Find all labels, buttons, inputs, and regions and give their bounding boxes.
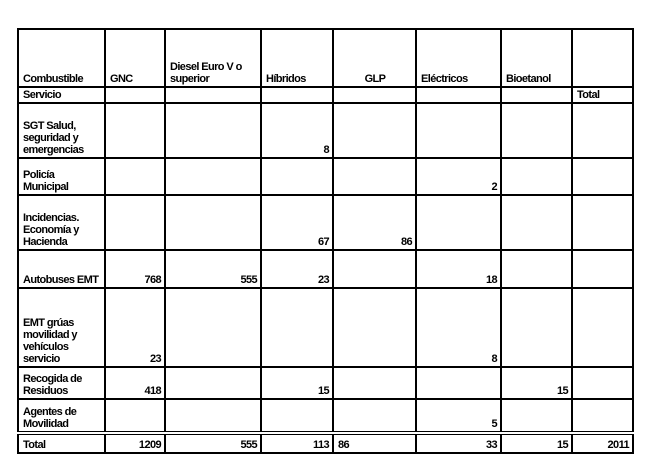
row-label: Combustible (17, 28, 106, 88)
table-cell (164, 366, 262, 400)
table-cell (415, 86, 502, 104)
table-cell (164, 157, 262, 196)
row-label: Total (17, 431, 106, 454)
table-row: Incidencias. Economía y Hacienda 67 86 (17, 194, 634, 251)
table-cell (332, 86, 417, 104)
table-cell (500, 157, 573, 196)
table-cell: Híbridos (260, 28, 334, 88)
table-cell: 15 (500, 431, 573, 454)
table-cell (500, 287, 573, 368)
table-row: EMT grúas movilidad y vehículos servicio… (17, 287, 634, 368)
row-label: Recogida de Residuos (17, 366, 106, 400)
table-cell: GNC (104, 28, 166, 88)
table-cell: 8 (260, 102, 334, 159)
table-cell (571, 287, 634, 368)
table-cell (571, 102, 634, 159)
table-cell: 18 (415, 249, 502, 289)
table-row: Autobuses EMT 768 555 23 18 (17, 249, 634, 289)
table-row: Servicio Total (17, 86, 634, 104)
table-cell (332, 249, 417, 289)
table-row: Agentes de Movilidad 5 (17, 398, 634, 434)
table-row: Total 1209 555 113 86 33 15 2011 (17, 431, 634, 454)
table-cell (164, 287, 262, 368)
table-cell (415, 366, 502, 400)
table-cell (415, 102, 502, 159)
table-cell (332, 287, 417, 368)
table-cell: 555 (164, 249, 262, 289)
row-label: Incidencias. Economía y Hacienda (17, 194, 106, 251)
table-cell (500, 249, 573, 289)
table-cell (571, 366, 634, 400)
row-label: EMT grúas movilidad y vehículos servicio (17, 287, 106, 368)
table-row: SGT Salud, seguridad y emergencias 8 (17, 102, 634, 159)
table-cell: 555 (164, 431, 262, 454)
table-cell (104, 157, 166, 196)
row-label: Servicio (17, 86, 106, 104)
table-cell (332, 398, 417, 434)
table-cell (164, 86, 262, 104)
fuel-table: Combustible GNC Diesel Euro V o superior Hí… (17, 28, 634, 454)
table-cell (104, 102, 166, 159)
table-row: Combustible GNC Diesel Euro V o superior Hí… (17, 28, 634, 88)
table-cell (571, 249, 634, 289)
table-cell (164, 102, 262, 159)
row-label: Policía Municipal (17, 157, 106, 196)
table-cell: Bioetanol (500, 28, 573, 88)
table-cell: Eléctricos (415, 28, 502, 88)
table-cell: 418 (104, 366, 166, 400)
table-cell (104, 398, 166, 434)
table-row: Policía Municipal 2 (17, 157, 634, 196)
table-cell (332, 157, 417, 196)
table-cell: 768 (104, 249, 166, 289)
table-cell (260, 287, 334, 368)
table-cell (415, 194, 502, 251)
table-cell: 67 (260, 194, 334, 251)
row-label: Agentes de Movilidad (17, 398, 106, 434)
table-cell: 86 (332, 431, 417, 454)
table-cell (260, 86, 334, 104)
table-cell: GLP (332, 28, 417, 88)
table-cell: 2 (415, 157, 502, 196)
table-cell: 15 (500, 366, 573, 400)
table-cell: 8 (415, 287, 502, 368)
table-cell: 2011 (571, 431, 634, 454)
table-cell (571, 194, 634, 251)
table-cell: Diesel Euro V o superior (164, 28, 262, 88)
table-cell: 86 (332, 194, 417, 251)
table-cell: Total (571, 86, 634, 104)
table-cell: 15 (260, 366, 334, 400)
table-cell (571, 157, 634, 196)
table-cell: 23 (260, 249, 334, 289)
table-row: Recogida de Residuos 418 15 15 (17, 366, 634, 400)
table-cell (164, 398, 262, 434)
table-cell: 1209 (104, 431, 166, 454)
table-cell: 5 (415, 398, 502, 434)
table-cell (332, 102, 417, 159)
table-cell (571, 398, 634, 434)
table-cell (104, 194, 166, 251)
table-cell (500, 86, 573, 104)
table-cell (260, 157, 334, 196)
table-cell (571, 28, 634, 88)
row-label: SGT Salud, seguridad y emergencias (17, 102, 106, 159)
table-cell: 113 (260, 431, 334, 454)
table-cell (500, 398, 573, 434)
table-cell (500, 194, 573, 251)
row-label: Autobuses EMT (17, 249, 106, 289)
table-cell (104, 86, 166, 104)
table-cell: 23 (104, 287, 166, 368)
table-cell (164, 194, 262, 251)
table-cell (500, 102, 573, 159)
table-cell: 33 (415, 431, 502, 454)
table-cell (260, 398, 334, 434)
table-cell (332, 366, 417, 400)
